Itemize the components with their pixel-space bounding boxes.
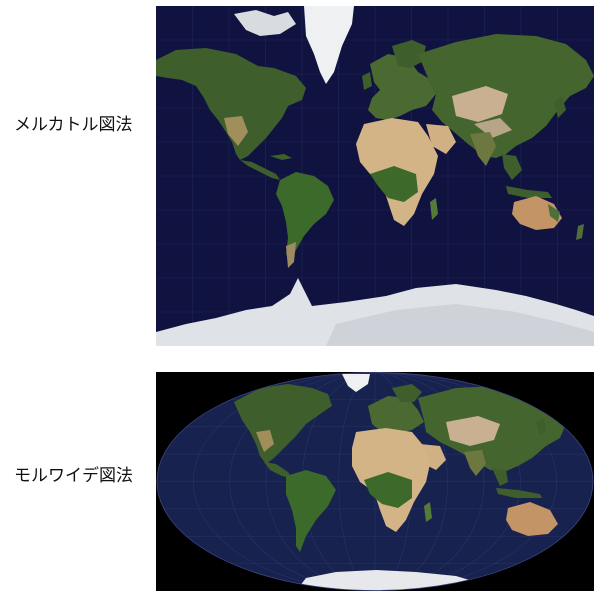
europe [368,54,436,120]
mollweide-outline [156,372,594,591]
mollweide-world-map [156,372,594,591]
antarctica-shading [326,304,594,346]
japan [554,96,566,118]
himalaya-tibet [474,118,512,138]
south-america [276,172,334,262]
australia [512,196,562,230]
southeast-asia [502,154,522,180]
central-africa-forest [370,166,418,202]
mollweide-map-svg [156,372,594,591]
australia-coast-green [548,204,560,222]
north-america-desert [224,116,248,146]
madagascar [424,502,432,522]
north-america [156,48,306,160]
indonesia [506,186,552,198]
europe [368,396,424,434]
central-america [240,160,280,180]
japan [536,418,546,436]
australia [506,502,558,536]
mercator-world-map [156,6,594,346]
north-america-desert [256,430,274,452]
mollweide-projection-label: モルワイデ図法 [14,466,133,486]
patagonia [286,242,296,268]
new-zealand [576,224,584,240]
south-america [286,470,336,552]
madagascar [430,198,438,220]
mercator-map-svg [156,6,594,346]
scandinavia [392,40,426,68]
greenland [342,374,370,392]
southeast-asia [492,468,508,486]
indian-subcontinent [470,132,496,166]
british-isles [362,72,372,90]
arabian-peninsula [426,124,456,154]
central-asia-desert [446,416,500,446]
arctic-islands [234,10,296,36]
indonesia [496,488,542,498]
central-america [264,462,292,478]
central-asia-desert [452,86,508,122]
greenland [304,6,354,84]
north-america [234,384,332,464]
scandinavia [392,384,422,402]
central-africa-forest [364,472,412,508]
indian-subcontinent [464,450,486,476]
caribbean-islands [270,154,292,160]
antarctica [296,570,482,591]
mercator-projection-label: メルカトル図法 [14,115,133,135]
